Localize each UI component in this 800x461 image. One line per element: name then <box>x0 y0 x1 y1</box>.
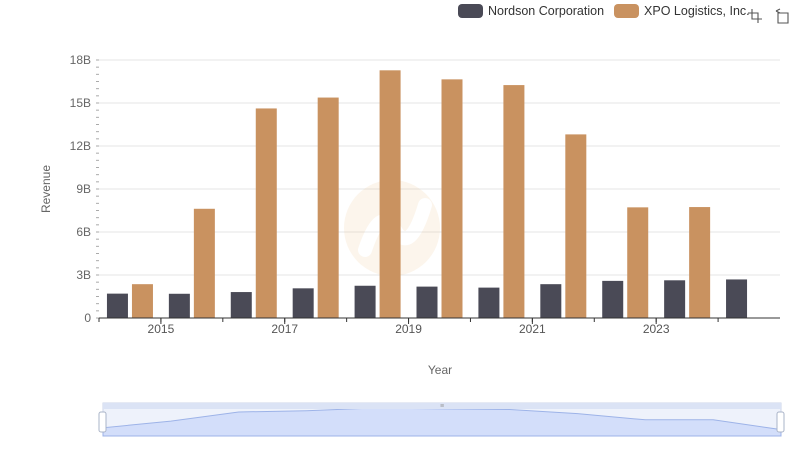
legend-swatch-nordson <box>458 4 483 18</box>
slider-left-handle[interactable] <box>98 411 107 433</box>
bar-nordson-2018[interactable] <box>354 285 376 318</box>
bar-nordson-2016[interactable] <box>230 292 252 318</box>
x-tick-label: 2021 <box>519 322 546 336</box>
bars-group <box>106 70 748 319</box>
y-tick-label: 12B <box>70 139 91 153</box>
legend-label-nordson: Nordson Corporation <box>488 4 605 18</box>
y-tick-label: 15B <box>70 96 91 110</box>
bar-xpo-2014[interactable] <box>131 284 153 318</box>
y-tick-label: 0 <box>84 311 91 325</box>
x-tick-label: 2015 <box>148 322 175 336</box>
bar-nordson-2019[interactable] <box>416 286 438 318</box>
y-tick-label: 18B <box>70 53 91 67</box>
bar-nordson-2024[interactable] <box>726 279 748 318</box>
bar-xpo-2020[interactable] <box>503 85 525 318</box>
slider-selection <box>103 403 781 409</box>
data-zoom-slider[interactable]: ≡ <box>98 402 785 437</box>
bar-xpo-2016[interactable] <box>255 108 277 319</box>
legend-item-nordson[interactable]: Nordson Corporation <box>458 4 604 18</box>
bar-nordson-2017[interactable] <box>292 288 314 318</box>
x-axis-label: Year <box>428 363 452 377</box>
y-tick-label: 9B <box>76 182 91 196</box>
bar-nordson-2015[interactable] <box>168 293 190 318</box>
x-tick-label: 2017 <box>271 322 298 336</box>
bar-nordson-2023[interactable] <box>664 280 686 318</box>
bar-nordson-2014[interactable] <box>106 293 128 318</box>
bar-xpo-2023[interactable] <box>689 207 711 318</box>
slider-right-handle[interactable] <box>776 411 785 433</box>
bar-nordson-2020[interactable] <box>478 287 500 318</box>
bar-xpo-2018[interactable] <box>379 70 401 318</box>
y-axis-label: Revenue <box>39 165 53 213</box>
bar-xpo-2022[interactable] <box>627 207 649 318</box>
bar-nordson-2021[interactable] <box>540 284 562 318</box>
y-axis-ticks: 0 3B 6B 9B 12B 15B 18B <box>70 53 99 325</box>
x-tick-label: 2023 <box>643 322 670 336</box>
bar-xpo-2019[interactable] <box>441 79 463 318</box>
legend-label-xpo: XPO Logistics, Inc. <box>644 4 750 18</box>
slider-grip-icon: ≡ <box>440 403 444 410</box>
y-tick-label: 6B <box>76 225 91 239</box>
restore-icon[interactable] <box>774 8 790 24</box>
zoom-icon[interactable] <box>747 8 763 24</box>
bar-xpo-2015[interactable] <box>193 208 215 318</box>
x-axis-ticks: 2015 2017 2019 2021 2023 <box>98 318 719 336</box>
slider-area-shape <box>102 407 782 437</box>
legend-swatch-xpo <box>614 4 640 18</box>
bar-xpo-2021[interactable] <box>565 134 587 318</box>
y-tick-label: 3B <box>76 268 91 282</box>
bar-xpo-2017[interactable] <box>317 97 339 318</box>
x-tick-label: 2019 <box>395 322 422 336</box>
chart-legend: Nordson Corporation XPO Logistics, Inc. <box>458 4 760 18</box>
bar-nordson-2022[interactable] <box>602 280 624 318</box>
legend-item-xpo[interactable]: XPO Logistics, Inc. <box>614 4 750 18</box>
